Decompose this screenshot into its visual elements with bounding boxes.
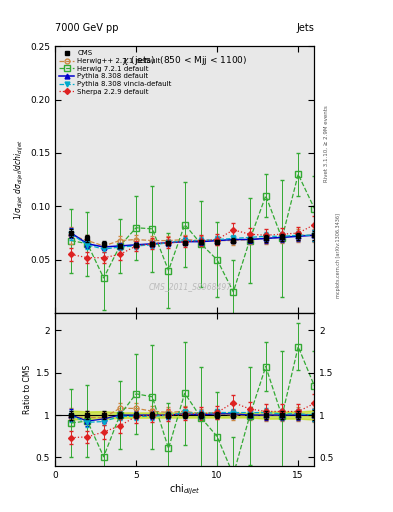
Text: mcplots.cern.ch [arXiv:1306.3436]: mcplots.cern.ch [arXiv:1306.3436] [336,214,341,298]
Text: $\chi$ (jets)  (850 < Mjj < 1100): $\chi$ (jets) (850 < Mjj < 1100) [122,54,247,67]
X-axis label: chi$_{dijet}$: chi$_{dijet}$ [169,482,200,497]
Text: Jets: Jets [297,23,314,33]
Y-axis label: Ratio to CMS: Ratio to CMS [23,365,31,414]
Text: Rivet 3.1.10, ≥ 2.9M events: Rivet 3.1.10, ≥ 2.9M events [324,105,329,182]
Text: 7000 GeV pp: 7000 GeV pp [55,23,119,33]
Legend: CMS, Herwig++ 2.7.1 default, Herwig 7.2.1 default, Pythia 8.308 default, Pythia : CMS, Herwig++ 2.7.1 default, Herwig 7.2.… [57,48,174,97]
Y-axis label: $1/\sigma_{dijet}\ d\sigma_{dijet}/dchi_{dijet}$: $1/\sigma_{dijet}\ d\sigma_{dijet}/dchi_… [13,139,26,220]
Text: CMS_2011_S8968497: CMS_2011_S8968497 [148,282,231,291]
